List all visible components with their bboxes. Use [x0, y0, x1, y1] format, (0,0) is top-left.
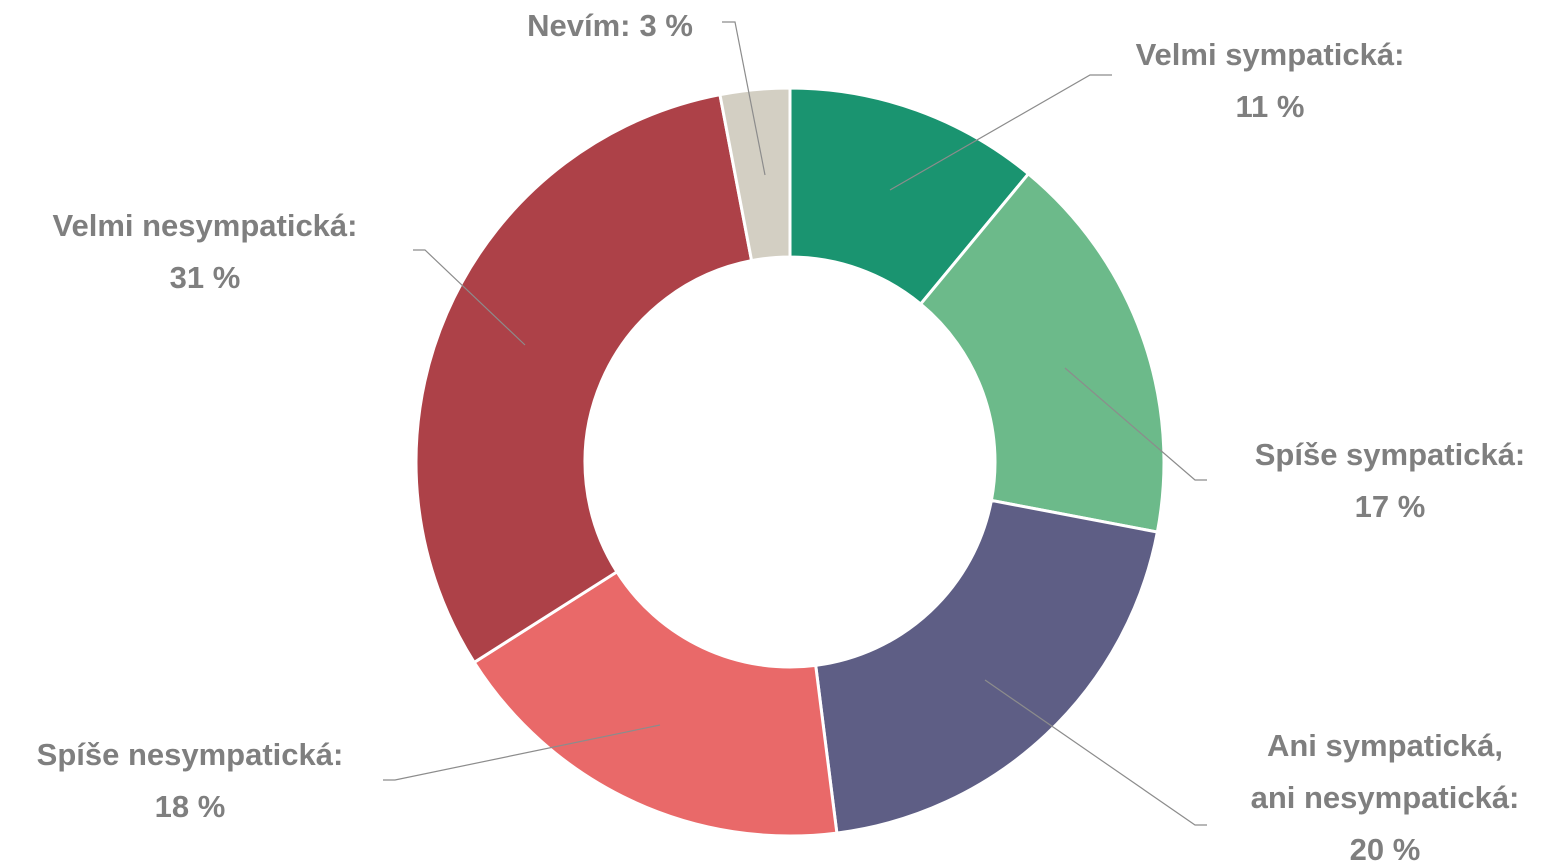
leader-line: [722, 21, 766, 176]
label-line: Ani sympatická,: [1267, 728, 1503, 763]
label-line: Velmi sympatická:: [1136, 37, 1405, 72]
leader-line: [889, 74, 1112, 191]
donut-slice: [814, 498, 1160, 835]
category-label: Ani sympatická, ani nesympatická:: [1251, 728, 1520, 815]
data-label: Nevím: 3 %: [527, 8, 693, 43]
category-label: Velmi nesympatická:: [53, 208, 358, 243]
category-label: Spíše sympatická:: [1255, 437, 1526, 472]
donut-slice: [788, 86, 1031, 307]
label-line: Spíše nesympatická:: [37, 737, 344, 772]
category-label: Spíše nesympatická:: [37, 737, 344, 772]
label-line: ani nesympatická:: [1251, 780, 1520, 815]
leader-line: [413, 249, 526, 346]
donut-slice: [472, 569, 839, 838]
donut-slice: [718, 86, 792, 263]
value-label: 11 %: [1236, 89, 1305, 124]
value-label: 18 %: [155, 789, 226, 824]
leader-line: [383, 724, 661, 781]
category-label: Velmi sympatická:: [1136, 37, 1405, 72]
value-label: 17 %: [1355, 489, 1426, 524]
leader-line: [984, 679, 1207, 826]
value-label: 3 %: [639, 8, 692, 43]
category-label: Nevím:: [527, 8, 630, 43]
value-label: 20 %: [1350, 832, 1421, 866]
donut-slice: [918, 171, 1166, 534]
label-line: Spíše sympatická:: [1255, 437, 1526, 472]
value-label: 31 %: [170, 260, 241, 295]
leader-line: [1064, 367, 1207, 481]
donut-slice: [414, 92, 754, 665]
label-line: Velmi nesympatická:: [53, 208, 358, 243]
